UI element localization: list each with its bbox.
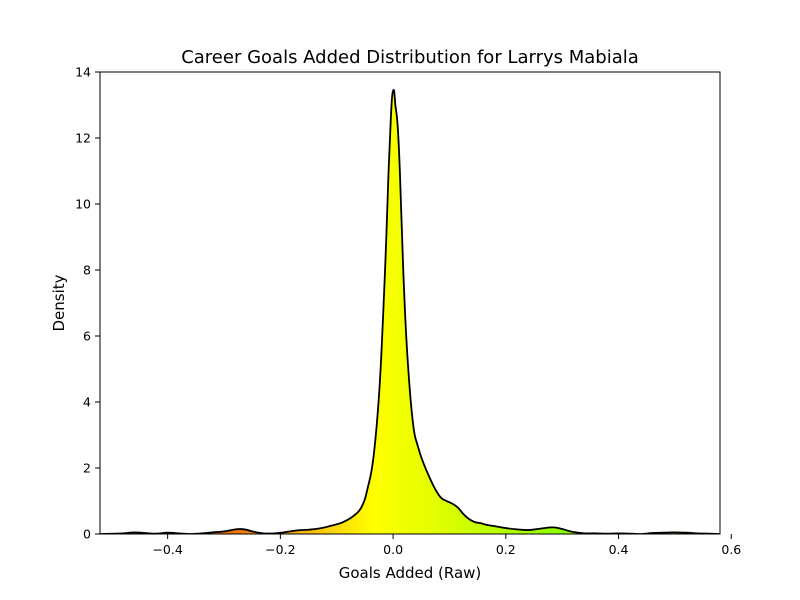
x-axis-label: Goals Added (Raw) [339, 564, 482, 582]
chart-title: Career Goals Added Distribution for Larr… [181, 47, 639, 68]
x-tick-label: 0.2 [496, 542, 516, 557]
x-tick-label: 0.6 [721, 542, 741, 557]
y-tick-label: 6 [83, 329, 91, 344]
x-tick-label: −0.2 [265, 542, 295, 557]
y-tick-label: 14 [75, 65, 91, 80]
y-tick-label: 10 [75, 197, 91, 212]
y-tick-label: 0 [83, 527, 91, 542]
x-tick-label: −0.4 [152, 542, 182, 557]
x-tick-label: 0.0 [383, 542, 403, 557]
y-axis-ticks: 0 2 4 6 8 10 12 14 [75, 65, 100, 542]
x-tick-label: 0.4 [609, 542, 629, 557]
y-tick-label: 8 [83, 263, 91, 278]
y-tick-label: 4 [83, 395, 91, 410]
plot-frame [99, 71, 721, 535]
y-tick-label: 12 [75, 131, 91, 146]
y-tick-label: 2 [83, 461, 91, 476]
density-line [100, 88, 720, 534]
density-area [100, 89, 720, 534]
y-axis-label: Density [50, 274, 68, 331]
x-axis-ticks: −0.4 −0.2 0.0 0.2 0.4 0.6 [152, 534, 741, 557]
